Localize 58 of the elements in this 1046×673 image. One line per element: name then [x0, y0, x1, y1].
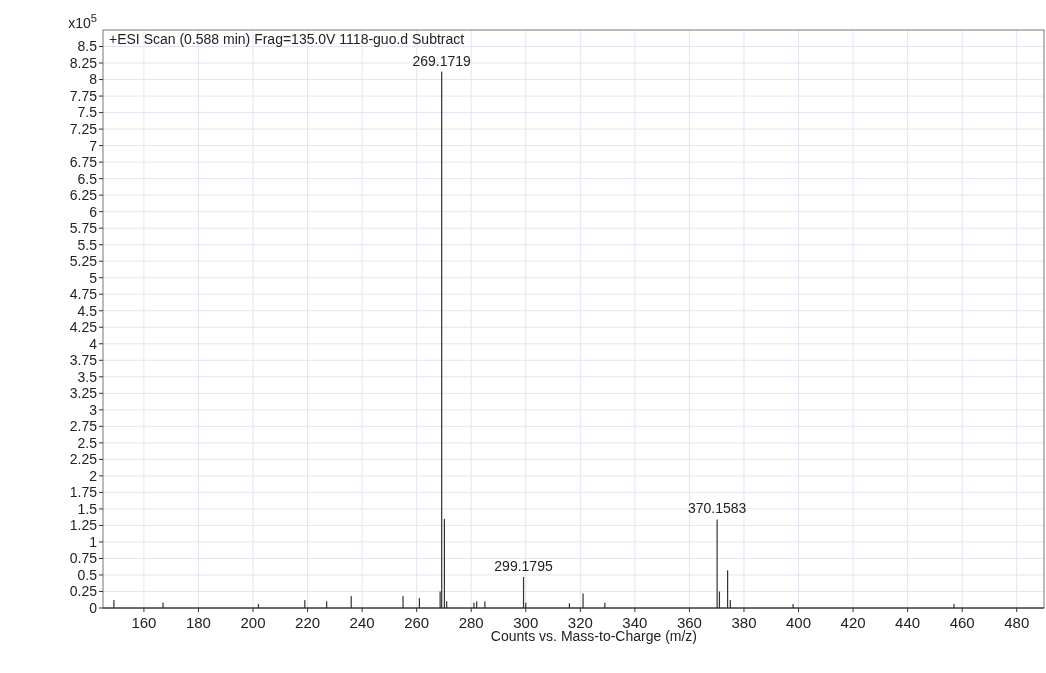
- y-tick-label: 7.5: [77, 104, 98, 121]
- x-tick-label: 360: [676, 614, 702, 631]
- x-tick-label: 160: [131, 614, 157, 631]
- y-tick-label: 0.75: [69, 550, 98, 567]
- y-tick-label: 2.25: [69, 451, 98, 468]
- y-tick-label: 6.75: [69, 154, 98, 171]
- y-tick-label: 5: [89, 269, 98, 286]
- x-tick-label: 280: [458, 614, 484, 631]
- y-tick-label: 6.25: [69, 187, 98, 204]
- x-tick-label: 180: [185, 614, 211, 631]
- x-tick-label: 340: [622, 614, 648, 631]
- y-tick-label: 1.5: [77, 500, 98, 517]
- y-tick-label: 1.25: [69, 517, 98, 534]
- y-tick-label: 6.5: [77, 170, 98, 187]
- x-tick-label: 240: [349, 614, 375, 631]
- y-tick-label: 7: [89, 137, 98, 154]
- y-tick-label: 7.25: [69, 120, 98, 137]
- y-tick-label: 3.75: [69, 352, 98, 369]
- x-tick-label: 260: [404, 614, 430, 631]
- y-tick-label: 3: [89, 401, 98, 418]
- y-tick-label: 4.75: [69, 286, 98, 303]
- y-tick-label: 8: [89, 71, 98, 88]
- x-tick-label: 380: [731, 614, 757, 631]
- y-tick-label: 8.25: [69, 54, 98, 71]
- y-tick-label: 3.5: [77, 368, 98, 385]
- y-tick-label: 4.25: [69, 319, 98, 336]
- y-tick-label: 8.5: [77, 38, 98, 55]
- annotation: 269.1719: [412, 52, 472, 69]
- chart-title: +ESI Scan (0.588 min) Frag=135.0V 1118-guo.d Subtract: [109, 31, 465, 47]
- y-tick-label: 2.5: [77, 434, 98, 451]
- y-tick-label: 4.5: [77, 302, 98, 319]
- y-tick-label: 6: [89, 203, 98, 220]
- y-tick-label: 5.25: [69, 253, 98, 270]
- y-tick-label: 1: [89, 533, 98, 550]
- x-tick-label: 400: [786, 614, 812, 631]
- x-tick-label: 320: [567, 614, 593, 631]
- x-tick-label: 300: [513, 614, 539, 631]
- y-tick-label: 5.5: [77, 236, 98, 253]
- x-tick-label: 220: [295, 614, 321, 631]
- annotation: 299.1795: [494, 557, 553, 574]
- y-tick-label: 2: [89, 467, 98, 484]
- y-tick-label: 7.75: [69, 87, 98, 104]
- y-tick-label: 0: [89, 599, 98, 616]
- x-axis-title: Counts vs. Mass-to-Charge (m/z): [490, 628, 698, 644]
- x-tick-label: 480: [1004, 614, 1030, 631]
- y-tick-label: 5.75: [69, 220, 98, 237]
- y-tick-label: 2.75: [69, 418, 98, 435]
- y-tick-label: 1.75: [69, 484, 98, 501]
- y-tick-label: 0.5: [77, 566, 98, 583]
- x-tick-label: 420: [840, 614, 866, 631]
- y-tick-label: 0.25: [69, 583, 98, 600]
- annotation: 370.1583: [687, 500, 747, 517]
- y-axis-title: x10$^{5}$: [68, 12, 97, 31]
- y-tick-label: 3.25: [69, 385, 98, 402]
- x-tick-label: 200: [240, 614, 266, 631]
- x-tick-label: 440: [895, 614, 921, 631]
- x-tick-label: 460: [949, 614, 975, 631]
- y-tick-label: 4: [89, 335, 98, 352]
